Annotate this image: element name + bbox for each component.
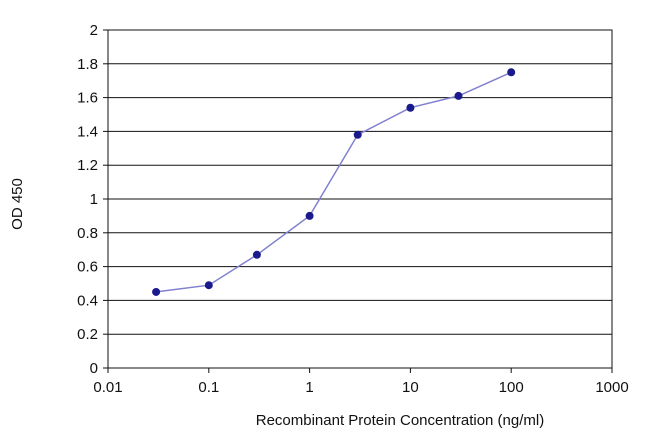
x-tick-label: 1000 [595,379,628,396]
data-point [305,211,314,220]
data-point [252,250,261,259]
data-point [454,91,463,100]
y-axis-ticks: 0 0.2 0.4 0.6 0.8 1 1.2 1.4 1.6 1.8 2 [77,22,108,377]
y-tick-label: 0.6 [77,259,98,276]
grid-lines [108,29,612,369]
y-axis-title: OD 450 [9,178,26,230]
y-tick-label: 2 [90,22,98,39]
series-line [156,71,512,293]
y-tick-label: 1.4 [77,123,98,140]
x-axis-ticks: 0.01 0.1 1 10 100 1000 [93,368,629,396]
y-tick-label: 1.2 [77,157,98,174]
y-tick-label: 1.6 [77,90,98,107]
data-points [152,68,516,296]
data-point [406,103,415,112]
x-tick-label: 0.01 [93,379,122,396]
y-tick-label: 0.2 [77,326,98,343]
y-tick-label: 1.8 [77,56,98,73]
x-tick-label: 10 [402,379,419,396]
x-tick-label: 0.1 [198,379,219,396]
x-axis-title: Recombinant Protein Concentration (ng/ml… [256,412,544,429]
data-point [353,130,362,139]
data-point [507,68,516,77]
y-tick-label: 1 [90,191,98,208]
y-tick-label: 0.4 [77,292,98,309]
y-tick-label: 0 [90,360,98,377]
data-point [152,287,161,296]
x-tick-label: 1 [305,379,313,396]
x-tick-label: 100 [499,379,524,396]
y-tick-label: 0.8 [77,225,98,242]
data-point [204,281,213,290]
